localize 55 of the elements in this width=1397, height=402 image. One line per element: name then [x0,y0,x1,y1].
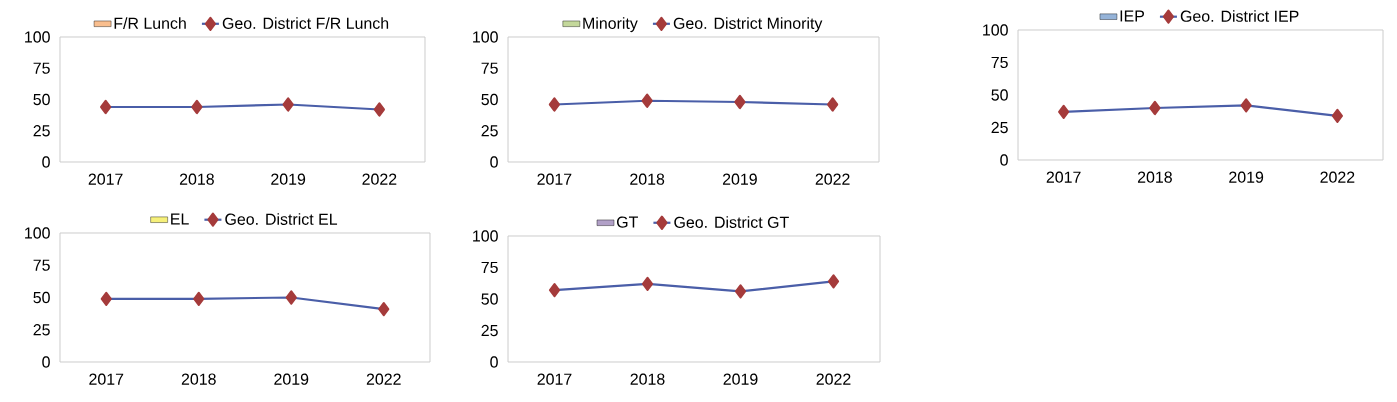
legend-label: F/R Lunch [114,17,186,29]
y-tick-label: 50 [481,93,498,106]
y-tick-label: 25 [991,121,1008,134]
x-tick-label: 2017 [537,373,572,385]
legend-label: Minority [583,17,638,33]
legend-label: Geo. District EL [225,213,338,225]
y-tick-label: 50 [33,93,50,106]
y-tick-label: 0 [42,356,50,368]
x-tick-label: 2022 [1320,171,1355,183]
legend-label: Geo. District F/R Lunch [222,17,389,29]
x-tick-label: 2019 [722,173,757,185]
x-tick-label: 2018 [1137,171,1172,183]
y-tick-label: 0 [42,156,50,168]
y-tick-label: 25 [481,125,498,137]
y-tick-label: 100 [25,227,50,239]
y-tick-label: 100 [25,31,50,43]
x-tick-label: 2017 [89,373,124,385]
y-tick-label: 100 [473,230,498,242]
legend-label: Geo. District IEP [1180,10,1299,22]
x-tick-label: 2022 [362,173,397,185]
y-tick-label: 50 [991,89,1008,101]
x-tick-label: 2022 [816,373,851,385]
y-tick-label: 75 [33,259,50,271]
x-tick-label: 2022 [366,373,401,385]
y-tick-label: 0 [490,156,498,168]
legend-label: EL [171,213,189,225]
x-tick-label: 2017 [88,173,123,185]
x-tick-label: 2018 [630,373,665,385]
x-tick-label: 2019 [271,173,306,185]
x-tick-label: 2017 [537,173,572,185]
y-tick-label: 25 [33,324,50,336]
y-tick-label: 75 [481,261,498,274]
x-tick-label: 2018 [179,173,214,185]
legend-label: Geo. District Minority [673,17,823,33]
legend-label: Geo. District GT [674,216,789,228]
x-tick-label: 2019 [723,373,758,385]
y-tick-label: 100 [983,24,1008,36]
x-tick-label: 2019 [1229,171,1264,183]
x-tick-label: 2017 [1046,171,1081,183]
y-tick-label: 25 [481,324,498,337]
x-tick-label: 2018 [181,373,216,385]
y-tick-label: 75 [991,56,1008,69]
y-tick-label: 50 [481,293,498,305]
y-tick-label: 0 [490,356,498,368]
y-tick-label: 75 [33,62,50,74]
y-tick-label: 0 [1000,154,1008,166]
y-tick-label: 50 [33,291,50,304]
y-tick-label: 75 [481,62,498,74]
x-tick-label: 2022 [815,173,850,185]
legend-label: GT [616,216,638,228]
y-tick-label: 25 [33,125,50,137]
legend-label: IEP [1120,10,1144,22]
y-tick-label: 100 [473,31,498,43]
x-tick-label: 2018 [630,173,665,185]
x-tick-label: 2019 [274,373,309,385]
